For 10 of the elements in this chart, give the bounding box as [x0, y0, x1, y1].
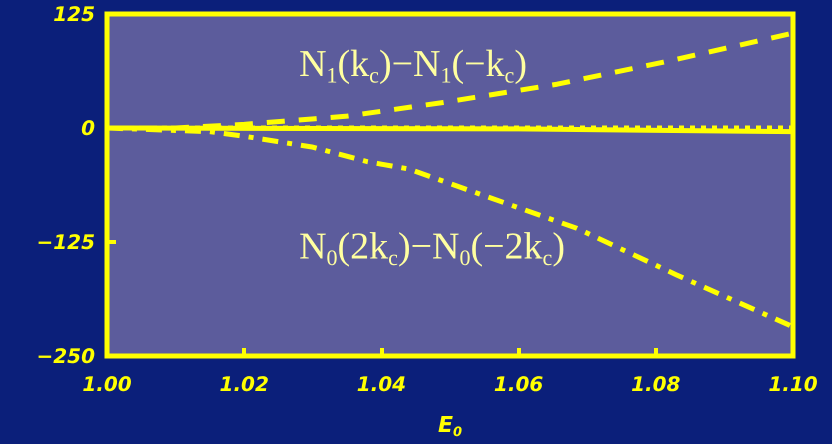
x-tick-label: 1.02: [220, 372, 269, 396]
y-tick-label: 125: [53, 2, 95, 26]
x-tick-label: 1.10: [768, 372, 818, 396]
x-tick-label: 1.06: [494, 372, 544, 396]
x-tick-label: 1.04: [356, 372, 406, 396]
x-tick-label: 1.00: [82, 372, 132, 396]
y-tick-label: −125: [36, 230, 95, 254]
y-tick-label: 0: [81, 116, 96, 140]
y-tick-label: −250: [36, 344, 96, 368]
x-tick-label: 1.08: [631, 372, 681, 396]
